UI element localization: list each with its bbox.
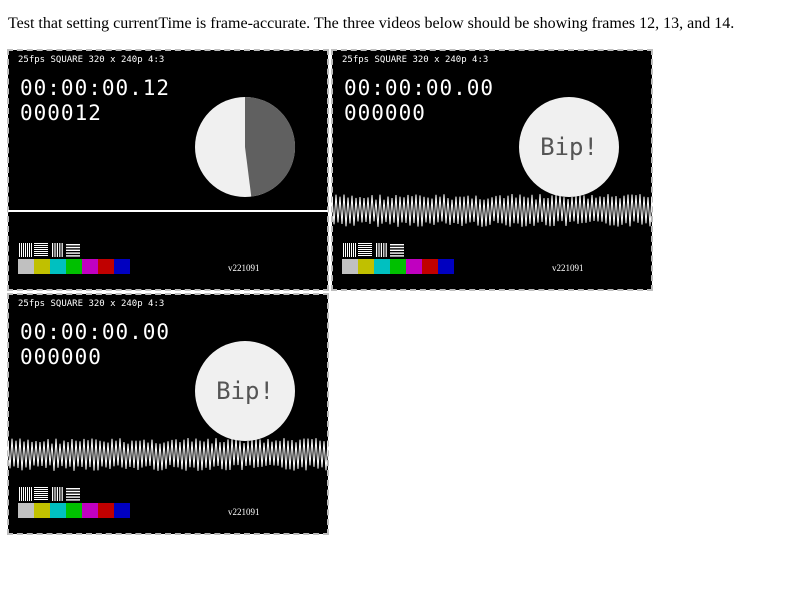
version-label: v221091 [228, 263, 260, 273]
color-bars [18, 259, 130, 274]
bip-circle-fill [195, 341, 295, 441]
resolution-pattern-icon [343, 243, 404, 257]
bip-circle: Bip! [194, 340, 296, 442]
video-format-label: 25fps SQUARE 320 x 240p 4:3 [18, 55, 165, 65]
color-bars [18, 503, 130, 518]
color-bar [98, 259, 114, 274]
color-bar [82, 259, 98, 274]
resolution-pattern-icon [19, 487, 80, 501]
sync-line [8, 210, 328, 212]
frame-counter: 000000 [344, 101, 426, 125]
video-frame-12[interactable]: 25fps SQUARE 320 x 240p 4:3 00:00:00.12 … [7, 49, 329, 291]
audio-waveform [8, 437, 328, 471]
color-bar [342, 259, 358, 274]
color-bar [422, 259, 438, 274]
color-bar [18, 503, 34, 518]
color-bar [50, 259, 66, 274]
color-bar [34, 503, 50, 518]
color-bar [358, 259, 374, 274]
color-bar [114, 503, 130, 518]
color-bar [66, 259, 82, 274]
timecode-display: 00:00:00.12 [20, 76, 171, 100]
color-bar [406, 259, 422, 274]
color-bar [82, 503, 98, 518]
video-format-label: 25fps SQUARE 320 x 240p 4:3 [18, 299, 165, 309]
bip-circle: Bip! [518, 96, 620, 198]
version-label: v221091 [228, 507, 260, 517]
bip-text: Bip! [540, 133, 598, 161]
frame-counter: 000000 [20, 345, 102, 369]
video-format-label: 25fps SQUARE 320 x 240p 4:3 [342, 55, 489, 65]
color-bar [390, 259, 406, 274]
pie-dark-sector [245, 96, 296, 197]
video-frame-14[interactable]: 25fps SQUARE 320 x 240p 4:3 00:00:00.00 … [7, 293, 329, 535]
timecode-display: 00:00:00.00 [344, 76, 495, 100]
audio-waveform [332, 193, 652, 227]
test-description: Test that setting currentTime is frame-a… [8, 15, 735, 32]
color-bar [66, 503, 82, 518]
color-bar [98, 503, 114, 518]
color-bar [374, 259, 390, 274]
timecode-display: 00:00:00.00 [20, 320, 171, 344]
color-bar [438, 259, 454, 274]
bip-circle-fill [519, 97, 619, 197]
color-bar [114, 259, 130, 274]
color-bar [18, 259, 34, 274]
frame-counter: 000012 [20, 101, 102, 125]
video-frame-13[interactable]: 25fps SQUARE 320 x 240p 4:3 00:00:00.00 … [331, 49, 653, 291]
resolution-pattern-icon [19, 243, 80, 257]
color-bar [50, 503, 66, 518]
bip-text: Bip! [216, 377, 274, 405]
version-label: v221091 [552, 263, 584, 273]
color-bars [342, 259, 454, 274]
countdown-pie-icon [195, 96, 296, 197]
color-bar [34, 259, 50, 274]
